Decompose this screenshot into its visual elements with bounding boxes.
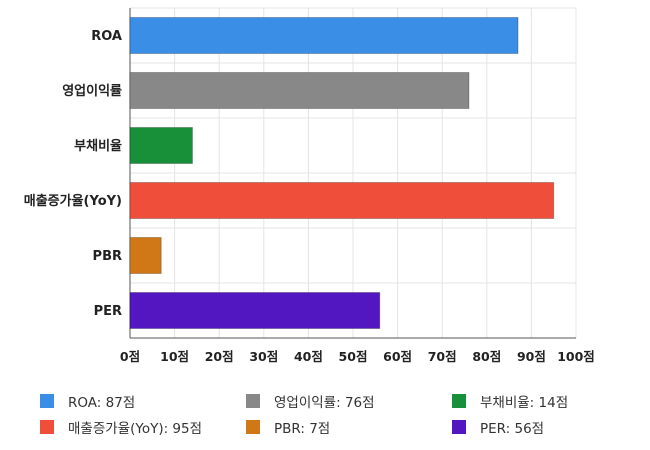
x-tick-label: 40점	[294, 349, 323, 364]
category-label: PBR	[93, 249, 122, 264]
legend-swatch	[246, 420, 260, 434]
legend-item: 매출증가율(YoY): 95점	[40, 418, 203, 437]
legend-item: PBR: 7점	[246, 418, 331, 437]
legend-label: 부채비율: 14점	[480, 395, 569, 411]
legend-swatch	[40, 420, 54, 434]
legend-swatch	[452, 394, 466, 408]
legend-label: PER: 56점	[480, 421, 545, 437]
legend-swatch	[40, 394, 54, 408]
x-tick-label: 60점	[383, 349, 412, 364]
legend-item: 부채비율: 14점	[452, 392, 569, 411]
x-tick-label: 70점	[428, 349, 457, 364]
legend-label: PBR: 7점	[274, 421, 331, 437]
legend-swatch	[246, 394, 260, 408]
bar	[129, 237, 162, 274]
legend-label: 매출증가율(YoY): 95점	[68, 421, 203, 437]
legend-item: PER: 56점	[452, 418, 545, 437]
bar	[129, 17, 519, 54]
category-label: ROA	[91, 29, 122, 44]
legend-label: 영업이익률: 76점	[274, 395, 375, 411]
category-label: 매출증가율(YoY)	[24, 193, 122, 209]
legend-item: 영업이익률: 76점	[246, 392, 375, 411]
category-label: 영업이익률	[62, 83, 122, 99]
x-tick-label: 0점	[120, 349, 140, 364]
legend-item: ROA: 87점	[40, 392, 136, 411]
category-label: 부채비율	[74, 138, 122, 154]
x-tick-label: 80점	[472, 349, 501, 364]
bar	[129, 292, 381, 329]
x-tick-label: 100점	[557, 349, 595, 364]
x-tick-label: 10점	[160, 349, 189, 364]
category-label: PER	[94, 304, 122, 319]
bar	[129, 72, 470, 109]
bar	[129, 127, 193, 164]
x-tick-label: 30점	[249, 349, 278, 364]
x-tick-label: 50점	[339, 349, 368, 364]
legend-label: ROA: 87점	[68, 395, 136, 411]
bar	[129, 182, 555, 219]
legend-swatch	[452, 420, 466, 434]
x-tick-label: 20점	[205, 349, 234, 364]
x-tick-label: 90점	[517, 349, 546, 364]
